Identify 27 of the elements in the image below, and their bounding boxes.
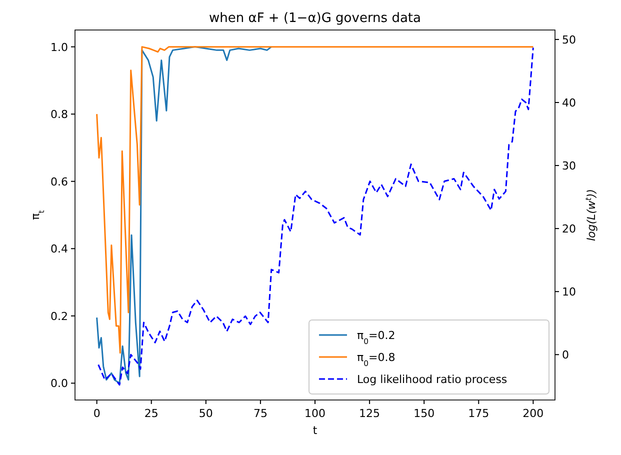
- x-axis-title: t: [312, 424, 318, 437]
- legend-label: Log likelihood ratio process: [357, 373, 508, 386]
- y-tick-label: 0.8: [50, 108, 68, 122]
- legend-label: π$_{0}$=0.2: [357, 329, 396, 346]
- y2-tick-label: 40: [562, 96, 576, 110]
- y-tick-label: 1.0: [50, 40, 68, 54]
- x-tick-label: 150: [414, 407, 435, 420]
- x-tick-label: 175: [468, 407, 490, 420]
- x-tick-label: 200: [522, 407, 544, 420]
- y2-tick-label: 10: [562, 286, 576, 299]
- legend-label: π$_{0}$=0.8: [357, 351, 396, 368]
- x-tick-label: 75: [253, 407, 268, 420]
- x-tick-label: 50: [198, 407, 213, 420]
- y-tick-label: 0.4: [50, 242, 68, 256]
- y-tick-label: 0.0: [50, 377, 68, 390]
- x-tick-label: 100: [304, 407, 326, 420]
- y2-tick-label: 30: [562, 160, 576, 173]
- x-tick-label: 0: [93, 407, 100, 420]
- y2-tick-label: 0: [562, 348, 569, 362]
- x-tick-label: 25: [144, 407, 158, 420]
- y-tick-label: 0.6: [50, 175, 68, 188]
- chart-title: when αF + (1−α)G governs data: [209, 11, 421, 26]
- y2-tick-label: 50: [562, 33, 576, 46]
- y2-tick-label: 20: [562, 222, 576, 236]
- line-series: [96, 46, 272, 384]
- x-tick-label: 125: [359, 407, 380, 420]
- y-tick-label: 0.2: [50, 310, 68, 323]
